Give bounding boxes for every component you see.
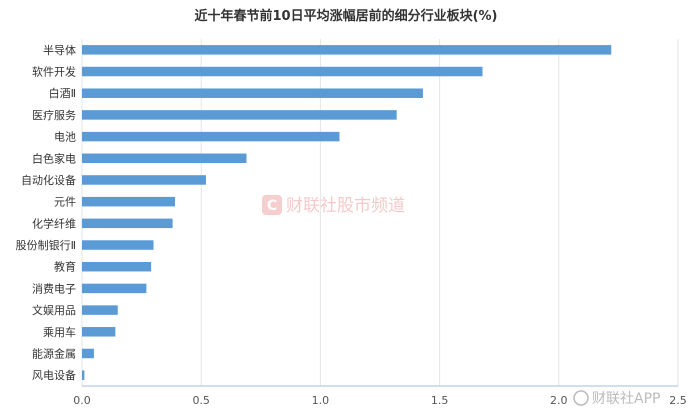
bar: [82, 66, 483, 77]
category-label: 风电设备: [32, 368, 76, 382]
bar: [82, 175, 206, 185]
bar: [82, 348, 94, 359]
category-label: 文娱用品: [32, 303, 76, 317]
category-label: 电池: [54, 131, 76, 144]
corner-watermark: 财联社APP: [573, 390, 660, 407]
category-label: 半导体: [43, 43, 76, 57]
watermark-text: 财联社股市频道: [286, 196, 405, 216]
category-label: 白色家电: [32, 151, 76, 165]
chart-title: 近十年春节前10日平均涨幅居前的细分行业板块(%): [195, 8, 498, 24]
weibo-icon: [573, 390, 589, 406]
category-label: 元件: [54, 196, 76, 209]
watermark-logo-icon: [262, 195, 282, 215]
bar: [82, 45, 612, 55]
category-label: 医疗服务: [32, 108, 76, 122]
bar: [82, 370, 85, 380]
category-label: 能源金属: [32, 346, 76, 360]
category-label: 股份制银行Ⅱ: [16, 238, 76, 252]
bar: [82, 131, 340, 142]
bars: [82, 45, 612, 380]
category-label: 自动化设备: [21, 173, 76, 187]
category-label: 白酒Ⅱ: [49, 86, 76, 100]
bar: [82, 110, 397, 120]
bar: [82, 240, 154, 250]
watermark-logo-letter: C: [267, 198, 277, 214]
bar: [82, 196, 175, 207]
x-axis-ticks: 0.0 0.5 1.0 1.5 2.0 2.5: [73, 394, 687, 407]
bar: [82, 218, 173, 229]
corner-watermark-text: 财联社APP: [592, 391, 660, 407]
bar: [82, 153, 247, 164]
bar: [82, 283, 147, 294]
bar: [82, 305, 118, 315]
watermark: C 财联社股市频道: [262, 195, 405, 216]
x-tick-label: 2.0: [550, 394, 568, 407]
bar: [82, 327, 116, 337]
bar: [82, 88, 423, 98]
bar: [82, 261, 152, 272]
x-tick-label: 1.5: [431, 394, 449, 407]
category-label: 软件开发: [32, 65, 76, 79]
x-tick-label: 2.5: [669, 394, 687, 407]
x-tick-label: 0.5: [192, 394, 210, 407]
category-label: 乘用车: [43, 325, 76, 339]
category-label: 教育: [54, 260, 76, 274]
category-label: 消费电子: [32, 281, 76, 295]
category-label: 化学纤维: [32, 216, 76, 230]
x-tick-label: 1.0: [312, 394, 330, 407]
x-tick-label: 0.0: [73, 394, 91, 407]
